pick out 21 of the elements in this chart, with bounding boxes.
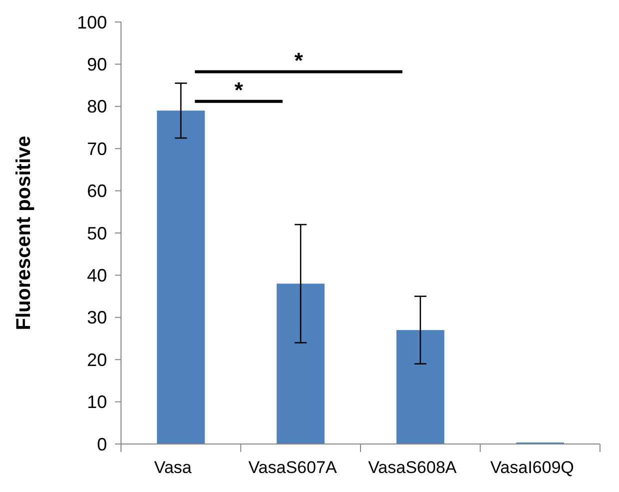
bar bbox=[396, 330, 444, 444]
y-tick-label: 80 bbox=[86, 96, 107, 117]
y-tick-label: 100 bbox=[76, 12, 107, 32]
annotation: * bbox=[294, 48, 304, 73]
y-tick-label: 70 bbox=[86, 138, 107, 159]
y-tick-label: 10 bbox=[86, 392, 107, 412]
y-tick-label: 20 bbox=[86, 350, 107, 370]
x-tick-label: VasaS607A bbox=[248, 458, 338, 477]
y-axis-title: Fluorescent positive bbox=[13, 136, 35, 330]
y-tick-label: 30 bbox=[86, 308, 107, 328]
y-tick-label: 50 bbox=[86, 223, 107, 244]
bar bbox=[156, 110, 205, 444]
y-tick-label: 90 bbox=[86, 54, 107, 74]
x-tick-label: VasaS608A bbox=[368, 458, 458, 477]
x-tick-label: VasaI609Q bbox=[490, 458, 574, 477]
x-tick-label: Vasa bbox=[154, 458, 192, 477]
y-tick-label: 60 bbox=[86, 181, 107, 202]
y-tick-label: 40 bbox=[86, 266, 107, 286]
bar bbox=[276, 284, 325, 444]
annotation: * bbox=[234, 77, 244, 102]
y-tick-label: 0 bbox=[96, 434, 107, 454]
